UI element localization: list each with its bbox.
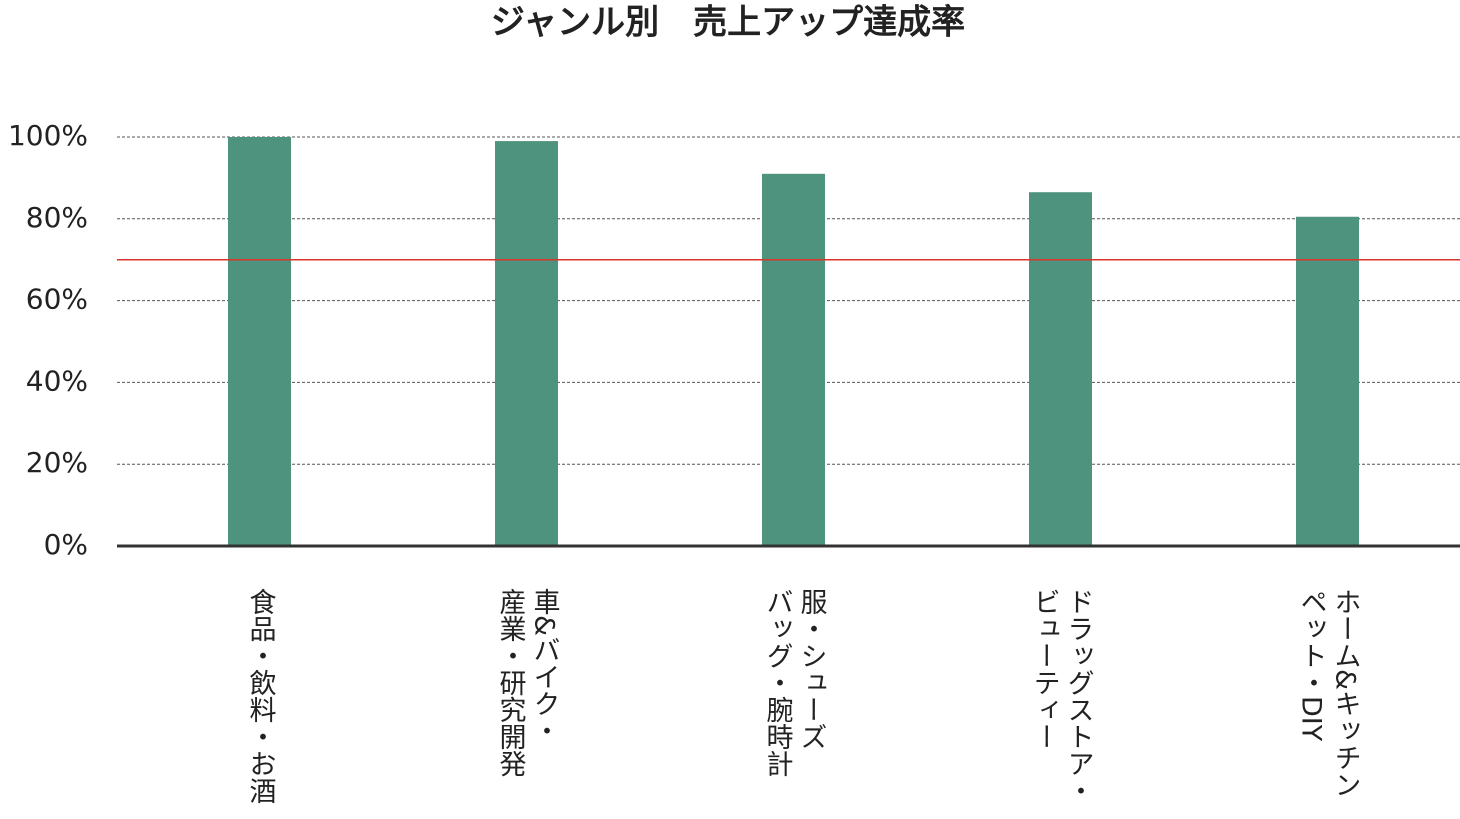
bar [1296, 216, 1359, 546]
y-tick-label: 100% [8, 119, 88, 152]
y-tick-label: 80% [26, 201, 88, 234]
y-tick-label: 40% [26, 364, 88, 397]
x-tick-label: 食品・飲料・お酒 [244, 588, 276, 804]
y-tick-label: 20% [26, 446, 88, 479]
bar [495, 141, 558, 546]
x-tick-label: ホーム&キッチン ペット・DIY [1295, 588, 1361, 799]
chart-title: ジャンル別 売上アップ達成率 [491, 3, 965, 43]
x-tick-label: 服・シューズ バッグ・腕時計 [761, 588, 827, 777]
y-tick-label: 0% [44, 528, 88, 561]
bar [762, 173, 825, 546]
bar [1029, 192, 1092, 546]
bar [228, 137, 291, 546]
y-tick-label: 60% [26, 283, 88, 316]
x-tick-label: 車&バイク・ 産業・研究開発 [494, 588, 560, 777]
x-tick-label: ドラッグストア・ ビューティー [1028, 588, 1094, 804]
